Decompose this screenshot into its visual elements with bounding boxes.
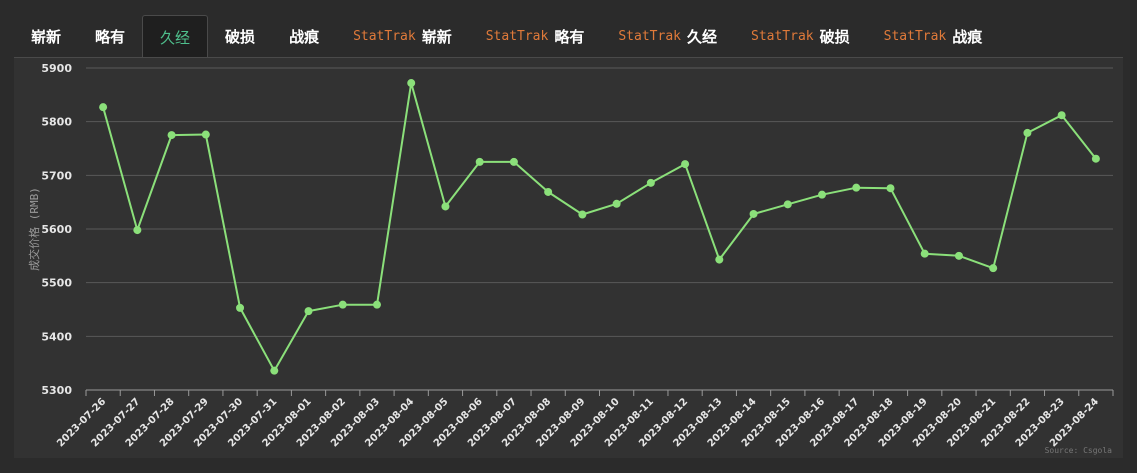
data-point	[509, 157, 518, 166]
data-point	[715, 255, 724, 264]
tab-label: 久经	[686, 28, 717, 46]
series-line	[102, 82, 1097, 372]
tab-stattrak-6[interactable]: StatTrak 略有	[469, 15, 602, 58]
data-point	[201, 130, 210, 139]
y-tick-label: 5600	[41, 223, 72, 236]
data-point	[646, 178, 655, 187]
tab-stattrak-9[interactable]: StatTrak 战痕	[867, 15, 1000, 58]
data-point	[989, 264, 998, 273]
tab-4[interactable]: 战痕	[272, 15, 336, 58]
data-point	[441, 202, 450, 211]
y-tick-label: 5800	[41, 116, 72, 129]
data-point	[954, 251, 963, 260]
tab-label: 战痕	[952, 28, 983, 46]
tab-stattrak-prefix: StatTrak	[353, 29, 416, 44]
y-tick-label: 5700	[41, 169, 72, 182]
data-point	[475, 157, 484, 166]
tab-stattrak-prefix: StatTrak	[883, 29, 947, 44]
data-point	[749, 209, 758, 218]
chart-credit: Source: Csgola	[1045, 446, 1113, 455]
tab-stattrak-5[interactable]: StatTrak 崭新	[336, 15, 469, 58]
tab-2[interactable]: 久经	[142, 15, 209, 58]
data-point	[1091, 154, 1100, 163]
data-point	[167, 131, 176, 140]
tab-label: 略有	[554, 28, 585, 46]
data-point	[1057, 111, 1066, 120]
tab-stattrak-8[interactable]: StatTrak 破损	[734, 15, 867, 58]
data-point	[133, 226, 142, 235]
tab-3[interactable]: 破损	[208, 15, 272, 58]
tab-divider	[14, 57, 1123, 58]
data-point	[99, 103, 108, 112]
y-tick-label: 5300	[41, 384, 72, 397]
data-point	[270, 366, 279, 375]
tab-label: 破损	[819, 28, 850, 46]
data-point	[544, 187, 553, 196]
data-point	[578, 210, 587, 219]
data-point	[920, 249, 929, 258]
wear-tabs: 崭新 略有 久经 破损 战痕 StatTrak 崭新 StatTrak 略有 StatTrak 久经…	[14, 15, 999, 58]
tab-label: 略有	[95, 28, 126, 46]
y-axis-title: 成交价格 (RMB)	[27, 187, 41, 271]
tab-label: 崭新	[421, 28, 452, 46]
y-tick-label: 5400	[41, 330, 72, 343]
data-point	[681, 160, 690, 169]
chart-container: 5300 5400 5500 5600 5700 5800 5900 2023-07-26 20…	[14, 58, 1123, 458]
data-point	[1023, 128, 1032, 137]
data-point	[818, 190, 827, 199]
tab-label: 崭新	[31, 28, 62, 46]
data-point	[236, 303, 245, 312]
y-tick-label: 5900	[41, 62, 72, 75]
y-tick-label: 5500	[41, 277, 72, 290]
tab-label: 破损	[225, 28, 256, 46]
data-point	[338, 300, 347, 309]
data-point	[783, 200, 792, 209]
tab-stattrak-prefix: StatTrak	[751, 29, 814, 44]
tab-stattrak-prefix: StatTrak	[485, 29, 549, 44]
tab-stattrak-prefix: StatTrak	[618, 29, 681, 44]
data-point	[372, 300, 381, 309]
data-point	[304, 307, 313, 316]
tab-label: 战痕	[289, 28, 320, 46]
tab-0[interactable]: 崭新	[14, 15, 78, 58]
data-point	[852, 183, 861, 192]
tab-stattrak-7[interactable]: StatTrak 久经	[601, 15, 734, 58]
tab-1[interactable]: 略有	[78, 15, 142, 58]
tab-label: 久经	[160, 28, 191, 47]
data-point	[612, 199, 621, 208]
price-line-chart: 53005400550056005700580059002023-07-2620…	[27, 62, 1114, 455]
data-point	[407, 79, 416, 88]
data-point	[886, 184, 895, 193]
